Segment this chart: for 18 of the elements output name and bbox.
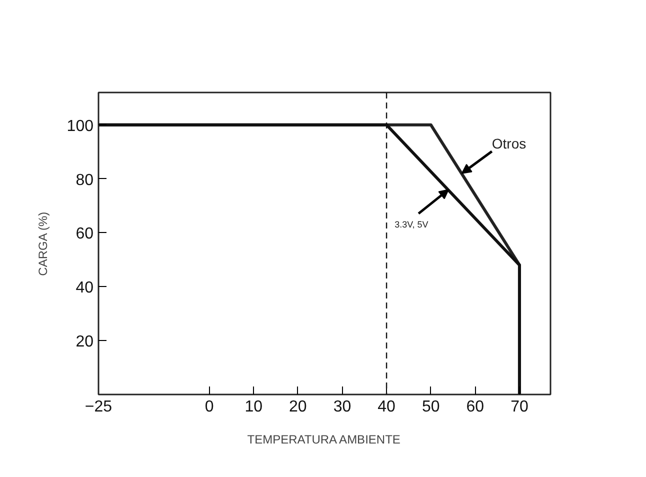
y-tick-label: 60 <box>76 226 94 243</box>
x-tick-label: 40 <box>378 398 396 416</box>
x-tick-label: 60 <box>466 398 484 416</box>
x-tick-label: 10 <box>244 398 263 416</box>
x-axis-title: TEMPERATURA AMBIENTE <box>247 432 400 446</box>
x-tick-label: 0 <box>204 398 214 416</box>
y-tick-label: 20 <box>76 334 94 351</box>
y-tick-label: 100 <box>66 118 94 135</box>
annotation: 3.3V, 5V <box>394 220 428 230</box>
x-tick-label: 50 <box>422 398 440 416</box>
y-axis-title: CARGA (%) <box>36 212 50 276</box>
y-tick-label: 80 <box>76 172 94 189</box>
y-tick-label: 40 <box>76 280 94 297</box>
x-tick-label: 70 <box>510 398 528 416</box>
annotation: Otros <box>492 135 526 152</box>
x-tick-label: −25 <box>84 398 112 416</box>
x-tick-label: 20 <box>289 398 307 416</box>
x-tick-label: 30 <box>333 398 352 416</box>
